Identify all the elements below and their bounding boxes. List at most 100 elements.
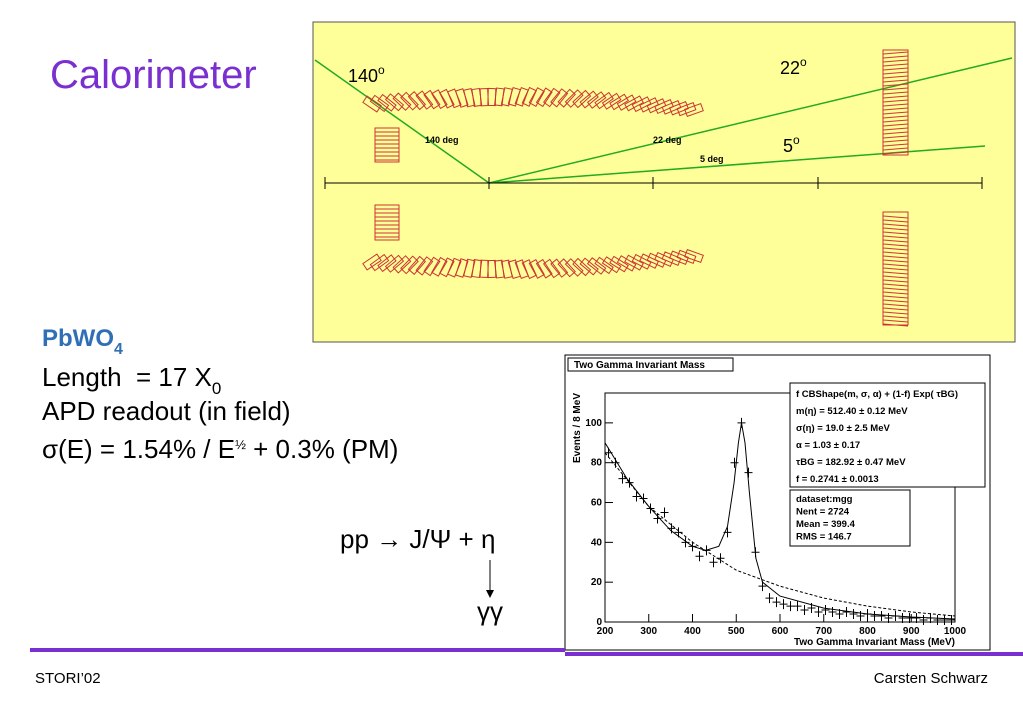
endcap bbox=[374, 204, 400, 241]
crystal bbox=[586, 257, 607, 275]
endcap-crystal bbox=[882, 251, 909, 255]
data-point bbox=[933, 615, 942, 626]
data-point bbox=[786, 601, 795, 612]
data-point bbox=[744, 467, 753, 478]
endcap-crystal bbox=[882, 151, 909, 155]
reaction: pp → J/Ψ + η bbox=[340, 524, 495, 554]
degree: o bbox=[378, 63, 385, 77]
fit-param: f = 0.2741 ± 0.0013 bbox=[796, 474, 879, 485]
crystal bbox=[594, 91, 614, 110]
decay-arrowhead bbox=[486, 590, 494, 598]
endcap-crystal bbox=[882, 319, 909, 323]
chart-title-box bbox=[567, 357, 734, 372]
y-tick-label: 80 bbox=[591, 458, 603, 469]
data-point bbox=[842, 607, 851, 618]
endcap-crystal bbox=[882, 243, 909, 247]
endcap-crystal bbox=[882, 287, 909, 291]
crystal bbox=[550, 258, 569, 278]
endcap bbox=[882, 49, 909, 156]
x-tick-label: 300 bbox=[640, 626, 657, 637]
dataset-stat: RMS = 146.7 bbox=[796, 532, 852, 543]
crystal bbox=[684, 102, 704, 118]
crystal bbox=[609, 255, 629, 273]
endcap-crystal bbox=[882, 79, 909, 83]
endcap-crystal bbox=[882, 215, 909, 219]
angle: 22 bbox=[780, 58, 800, 78]
endcap-crystal bbox=[882, 259, 909, 263]
endcap-crystal bbox=[882, 51, 909, 55]
crystal bbox=[631, 96, 652, 113]
data-point bbox=[947, 615, 956, 626]
endcap-crystal bbox=[882, 59, 909, 63]
slide-title: Calorimeter bbox=[50, 53, 257, 97]
x-tick-label: 600 bbox=[772, 626, 789, 637]
crystal bbox=[616, 94, 637, 111]
data-point bbox=[821, 605, 830, 616]
resolution-text: σ(E) = 1.54% / E bbox=[42, 434, 235, 464]
endcap-crystal bbox=[882, 67, 909, 71]
data-point bbox=[919, 615, 928, 626]
crystal bbox=[407, 255, 427, 276]
angle-label: 22o bbox=[780, 55, 807, 78]
material: PbWO4 bbox=[42, 325, 123, 358]
length: Length = 17 X0 bbox=[42, 362, 221, 398]
data-point bbox=[723, 527, 732, 538]
fit-param: m(η) = 512.40 ± 0.12 MeV bbox=[796, 406, 908, 417]
x-tick-label: 200 bbox=[597, 626, 614, 637]
data-point bbox=[660, 507, 669, 518]
endcap-crystal bbox=[882, 255, 909, 259]
endcap-crystal bbox=[882, 147, 909, 151]
crystal bbox=[669, 101, 689, 116]
fit-param: f CBShape(m, σ, α) + (1-f) Exp( τBG) bbox=[796, 389, 958, 400]
endcap-crystal bbox=[882, 131, 909, 135]
dataset-stat: Nent = 2724 bbox=[796, 507, 850, 518]
crystal bbox=[550, 88, 569, 108]
x-axis-label: Two Gamma Invariant Mass (MeV) bbox=[794, 637, 955, 648]
y-tick-label: 60 bbox=[591, 498, 603, 509]
data-point bbox=[688, 541, 697, 552]
total-fit bbox=[604, 422, 956, 620]
dataset-box bbox=[789, 489, 911, 547]
crystal bbox=[415, 256, 434, 276]
y-tick-label: 20 bbox=[591, 577, 603, 588]
crystal bbox=[639, 253, 660, 269]
crystal bbox=[586, 91, 607, 109]
angle-label: 140o bbox=[348, 63, 385, 86]
crystal bbox=[601, 92, 622, 110]
data-point bbox=[828, 607, 837, 618]
data-point bbox=[681, 537, 690, 548]
crystal bbox=[579, 90, 599, 109]
endcap-crystal bbox=[882, 143, 909, 147]
crystal bbox=[676, 249, 697, 265]
crystal bbox=[564, 258, 584, 277]
endcap-crystal bbox=[882, 303, 909, 307]
endcap-crystal bbox=[882, 235, 909, 239]
data-point bbox=[604, 447, 613, 458]
data-point bbox=[632, 491, 641, 502]
endcap-crystal bbox=[882, 123, 909, 127]
data-point bbox=[807, 603, 816, 614]
degree: o bbox=[793, 133, 800, 147]
endcap-crystal bbox=[882, 307, 909, 311]
endcap-crystal bbox=[882, 299, 909, 303]
endcap-crystal bbox=[882, 323, 909, 327]
crystal bbox=[631, 253, 652, 270]
crystal bbox=[557, 258, 576, 278]
resolution: σ(E) = 1.54% / E½ + 0.3% (PM) bbox=[42, 434, 398, 464]
data-point bbox=[674, 527, 683, 538]
crystal bbox=[439, 88, 455, 109]
endcap-crystal bbox=[882, 279, 909, 283]
data-point bbox=[912, 613, 921, 624]
endcap-crystal bbox=[882, 223, 909, 227]
angle-line bbox=[314, 59, 490, 184]
crystal bbox=[392, 255, 412, 274]
data-point bbox=[667, 523, 676, 534]
x-tick-label: 900 bbox=[903, 626, 920, 637]
x-tick-label: 700 bbox=[815, 626, 832, 637]
endcap-crystal bbox=[882, 135, 909, 139]
angle-label: 5o bbox=[783, 133, 800, 156]
endcap-crystal bbox=[882, 91, 909, 95]
crystal bbox=[676, 101, 697, 117]
data-point bbox=[646, 503, 655, 514]
crystal bbox=[479, 87, 490, 107]
